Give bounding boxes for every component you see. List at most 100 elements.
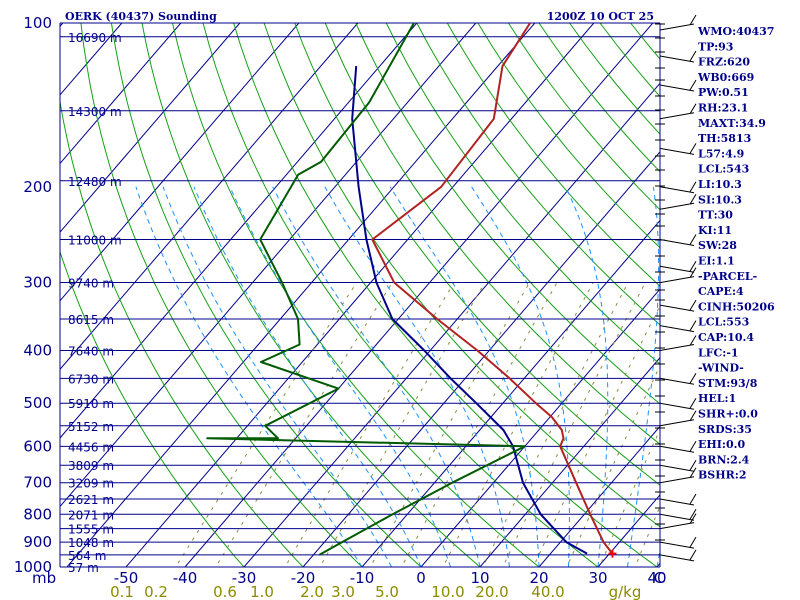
height-label: 2621 m <box>68 493 114 507</box>
wind-barb <box>659 509 697 521</box>
mixing-ratio-tick-label: 3.0 <box>331 583 355 600</box>
dewpoint-trace <box>206 23 526 556</box>
index-entry: CINH:50206 <box>698 300 775 313</box>
wind-barb <box>659 410 697 427</box>
mixing-ratio-tick-label: 20.0 <box>475 583 508 600</box>
chart-time: 1200Z 10 OCT 25 <box>547 10 654 23</box>
index-entry: RH:23.1 <box>698 102 748 115</box>
wind-barb <box>659 50 697 63</box>
moist-adiabat-line <box>135 186 363 567</box>
dry-adiabat-line <box>324 23 660 445</box>
moist-adiabat-line <box>193 186 422 567</box>
isotherm-line <box>479 356 660 567</box>
wind-barb <box>659 373 697 385</box>
index-entry: TP:93 <box>698 40 733 53</box>
dry-adiabat-line <box>110 23 422 567</box>
index-entry: SHR+:0.0 <box>698 408 758 421</box>
height-label: 8615 m <box>68 313 114 327</box>
index-entry: MAXT:34.9 <box>698 117 766 130</box>
mixing-ratio-line <box>566 364 660 567</box>
wind-barb <box>659 143 697 155</box>
index-entry: BSHR:2 <box>698 469 747 482</box>
moist-adiabat-line <box>471 186 570 567</box>
mixing-ratio-tick-label: g/kg <box>609 583 642 600</box>
isotherm-line <box>60 23 182 165</box>
mixing-ratio-tick-label: 5.0 <box>375 583 399 600</box>
height-label: 3809 m <box>68 459 114 473</box>
isotherm-line <box>302 151 660 567</box>
isotherm-line <box>66 23 536 567</box>
pressure-tick-label: 300 <box>23 274 52 292</box>
parcel-trace <box>351 66 588 555</box>
temperature-tick-label: -10 <box>350 569 375 587</box>
height-label: 12480 m <box>68 175 122 189</box>
dry-adiabat-line <box>80 23 363 567</box>
wind-barb <box>659 14 697 31</box>
mixing-ratio-tick-label: 0.2 <box>144 583 168 600</box>
height-label: 5152 m <box>68 420 114 434</box>
height-label: 57 m <box>68 561 99 575</box>
isotherm-line <box>538 425 660 567</box>
height-label: 4456 m <box>68 440 114 454</box>
index-entry: EHI:0.0 <box>698 438 745 451</box>
index-entry: SW:28 <box>698 239 737 252</box>
mixing-ratio-tick-label: 0.1 <box>110 583 134 600</box>
pressure-tick-label: 200 <box>23 178 52 196</box>
mixing-ratio-line <box>284 282 455 567</box>
height-label: 16690 m <box>68 31 122 45</box>
height-label: 5910 m <box>68 397 114 411</box>
dry-adiabat-line <box>60 250 245 567</box>
mixing-ratio-tick-label: 2.0 <box>300 583 324 600</box>
index-entry: CAPE:4 <box>698 285 744 298</box>
wind-barb <box>659 513 697 530</box>
isotherm-line <box>60 23 241 233</box>
pressure-unit-label: mb <box>32 569 56 587</box>
chart-title: OERK (40437) Sounding <box>65 10 217 23</box>
pressure-tick-label: 800 <box>23 505 52 523</box>
index-entry: -PARCEL- <box>698 270 757 283</box>
index-entry: L57:4.9 <box>698 147 744 160</box>
mixing-ratio-line <box>319 282 486 567</box>
dry-adiabat-line <box>385 23 660 365</box>
height-label: 11000 m <box>68 233 122 247</box>
wind-barb <box>659 234 697 246</box>
axis-labels: 16690 m 14300 m 12480 m 11000 m 9740 m 8615 m… <box>14 14 667 600</box>
pressure-tick-label: 1000 <box>14 558 52 576</box>
index-entry: PW:0.51 <box>698 86 749 99</box>
wind-barb <box>659 549 697 562</box>
mixing-ratio-line <box>502 282 646 567</box>
pressure-tick-label: 600 <box>23 437 52 455</box>
wind-barb <box>659 299 697 312</box>
pressure-tick-label: 900 <box>23 533 52 551</box>
index-entry: EI:1.1 <box>698 255 735 268</box>
wind-barb <box>659 467 697 484</box>
isotherm-line <box>184 23 654 567</box>
index-entry: BRN:2.4 <box>698 453 750 466</box>
index-entry: KI:11 <box>698 224 732 237</box>
wind-barb <box>659 320 697 333</box>
wind-barb <box>659 79 697 92</box>
wind-barb <box>659 441 697 453</box>
wind-barb <box>659 267 697 284</box>
height-label: 1048 m <box>68 536 114 550</box>
isotherm-line <box>60 23 418 439</box>
moist-adiabat-line <box>565 186 609 567</box>
temperature-tick-label: 30 <box>588 569 607 587</box>
isotherm-line <box>420 288 660 567</box>
pressure-tick-label: 100 <box>23 14 52 32</box>
height-label: 7640 m <box>68 345 114 359</box>
temperature-tick-label: -30 <box>232 569 257 587</box>
sounding-curves <box>206 23 617 558</box>
isotherm-line <box>0 23 4 567</box>
isotherm-line <box>60 23 300 302</box>
dry-adiabat-line <box>263 23 660 528</box>
wind-barb <box>659 194 697 210</box>
pressure-tick-label: 500 <box>23 394 52 412</box>
height-label: 6730 m <box>68 372 114 386</box>
pressure-tick-label: 700 <box>23 474 52 492</box>
temperature-tick-label: -50 <box>114 569 139 587</box>
index-entry: LCL:553 <box>698 316 749 329</box>
dry-adiabat-line <box>446 23 660 287</box>
mixing-ratio-tick-label: 10.0 <box>431 583 464 600</box>
height-label: 564 m <box>68 549 106 563</box>
